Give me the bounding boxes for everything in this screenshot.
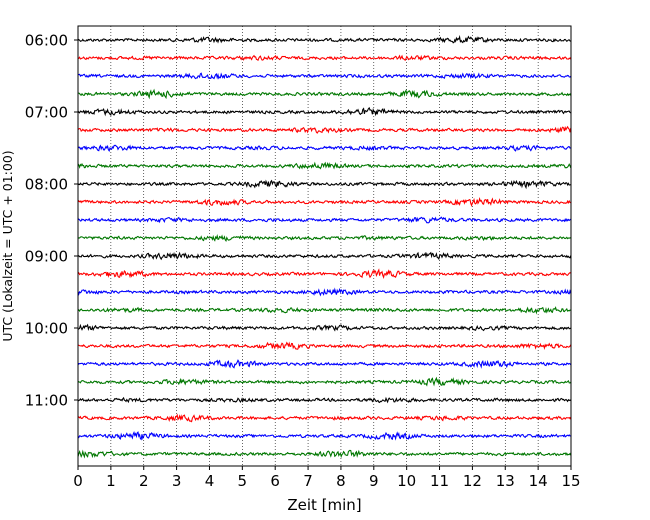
grid-lines bbox=[110, 26, 539, 466]
y-axis-label: UTC (Lokalzeit = UTC + 01:00) bbox=[0, 150, 15, 341]
trace-17 bbox=[77, 323, 572, 332]
trace-24 bbox=[77, 449, 572, 459]
trace-18 bbox=[77, 341, 572, 350]
trace-13 bbox=[77, 251, 572, 261]
y-tick-label-1: 07:00 bbox=[25, 104, 68, 122]
x-tick-label-14: 14 bbox=[529, 472, 548, 490]
trace-11 bbox=[77, 216, 572, 224]
trace-5 bbox=[77, 106, 572, 117]
trace-16 bbox=[77, 306, 571, 315]
trace-8 bbox=[77, 161, 572, 170]
trace-series bbox=[77, 34, 572, 459]
y-tick-label-5: 11:00 bbox=[25, 392, 68, 410]
x-tick-label-6: 6 bbox=[270, 472, 280, 490]
x-tick-label-2: 2 bbox=[139, 472, 149, 490]
y-tick-label-2: 08:00 bbox=[25, 176, 68, 194]
trace-9 bbox=[77, 179, 571, 190]
trace-7 bbox=[77, 144, 571, 152]
x-tick-label-7: 7 bbox=[303, 472, 313, 490]
x-tick-label-11: 11 bbox=[430, 472, 449, 490]
y-axis-ticks: 06:00 07:00 08:00 09:00 10:00 11:00 bbox=[25, 32, 78, 410]
trace-2 bbox=[77, 54, 572, 62]
y-tick-label-3: 09:00 bbox=[25, 248, 68, 266]
trace-19 bbox=[77, 359, 572, 369]
x-tick-label-10: 10 bbox=[397, 472, 416, 490]
x-tick-label-5: 5 bbox=[238, 472, 248, 490]
trace-1 bbox=[77, 34, 572, 44]
x-tick-label-12: 12 bbox=[463, 472, 482, 490]
trace-14 bbox=[77, 268, 572, 280]
x-tick-label-0: 0 bbox=[73, 472, 83, 490]
x-tick-label-13: 13 bbox=[496, 472, 515, 490]
y-tick-label-4: 10:00 bbox=[25, 320, 68, 338]
x-tick-label-9: 9 bbox=[369, 472, 379, 490]
trace-3 bbox=[77, 72, 572, 80]
x-axis-ticks: 0 1 2 3 4 5 6 7 8 9 10 11 12 13 14 15 bbox=[73, 466, 581, 490]
plot-frame bbox=[77, 25, 572, 467]
x-axis-label: Zeit [min] bbox=[287, 496, 361, 514]
x-tick-label-4: 4 bbox=[205, 472, 215, 490]
trace-12 bbox=[77, 233, 572, 242]
x-tick-label-3: 3 bbox=[172, 472, 182, 490]
trace-15 bbox=[77, 287, 572, 297]
trace-10 bbox=[77, 197, 571, 207]
x-tick-label-15: 15 bbox=[561, 472, 580, 490]
trace-6 bbox=[77, 125, 572, 134]
x-tick-label-1: 1 bbox=[106, 472, 116, 490]
trace-4 bbox=[77, 88, 572, 100]
trace-23 bbox=[77, 431, 571, 441]
trace-20 bbox=[77, 376, 572, 387]
trace-22 bbox=[77, 413, 572, 423]
y-tick-label-0: 06:00 bbox=[25, 32, 68, 50]
trace-21 bbox=[77, 396, 572, 404]
x-tick-label-8: 8 bbox=[336, 472, 346, 490]
